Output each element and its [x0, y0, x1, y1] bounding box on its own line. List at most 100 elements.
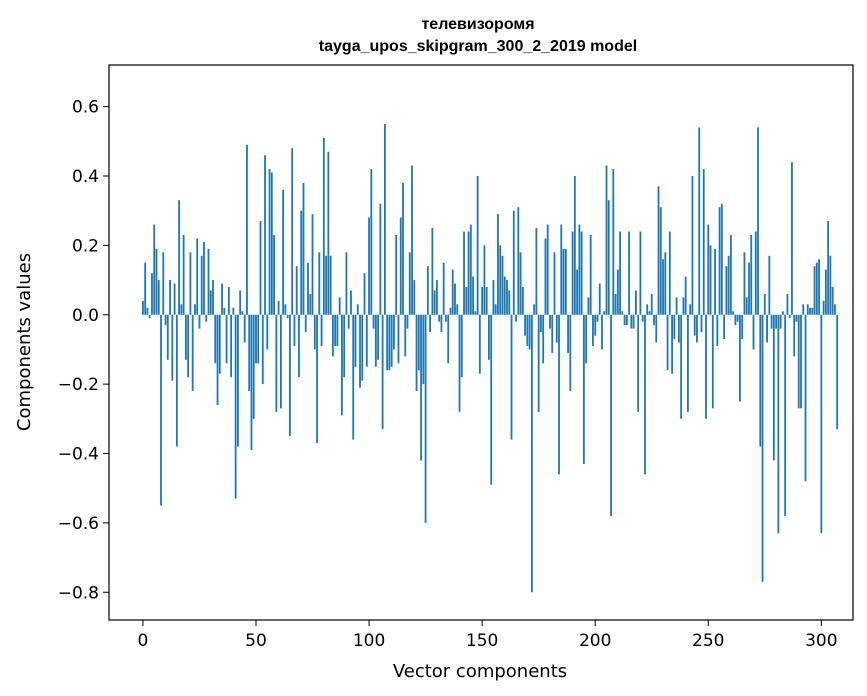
- bar: [526, 314, 529, 346]
- bar: [664, 252, 667, 315]
- bar: [551, 314, 554, 353]
- bar: [200, 255, 203, 315]
- bar: [775, 314, 778, 329]
- bar: [313, 314, 316, 350]
- bar: [596, 314, 599, 322]
- bar: [632, 314, 635, 329]
- bar: [802, 304, 805, 315]
- bar: [779, 314, 782, 329]
- bar: [250, 314, 253, 451]
- bar: [164, 314, 167, 326]
- bar: [436, 280, 438, 315]
- bar: [478, 314, 481, 374]
- bar: [770, 314, 773, 329]
- bar: [476, 176, 479, 315]
- bar: [252, 314, 255, 419]
- y-axis-label: Components values: [14, 253, 35, 431]
- bar: [705, 314, 707, 419]
- bar: [519, 252, 522, 315]
- bar: [336, 314, 339, 346]
- bar: [343, 314, 346, 378]
- bar: [571, 231, 574, 315]
- bar: [569, 314, 572, 392]
- bar: [259, 221, 262, 315]
- bar: [304, 314, 307, 333]
- bar: [648, 311, 651, 315]
- bar: [397, 314, 400, 364]
- bar: [408, 252, 411, 315]
- bar: [700, 314, 703, 333]
- bar: [325, 255, 327, 315]
- bar: [187, 314, 190, 378]
- bar: [417, 314, 420, 371]
- bar: [687, 314, 689, 412]
- bar: [173, 283, 176, 315]
- bar: [438, 314, 441, 322]
- bar: [404, 314, 407, 357]
- bar: [549, 314, 551, 329]
- bar: [607, 200, 610, 315]
- bar: [727, 255, 730, 315]
- bar: [144, 262, 147, 315]
- bar: [488, 314, 490, 360]
- bar: [293, 314, 296, 346]
- bar: [255, 314, 257, 364]
- bar: [318, 252, 321, 315]
- bar: [327, 151, 330, 315]
- bar: [752, 314, 755, 350]
- bar: [576, 269, 579, 315]
- bar: [316, 314, 318, 444]
- bar: [813, 266, 816, 315]
- bar: [298, 314, 300, 378]
- bar: [196, 238, 199, 315]
- bar: [420, 314, 422, 461]
- bar: [824, 269, 827, 315]
- bar: [338, 297, 341, 315]
- bar: [797, 314, 800, 409]
- x-tick-label: 250: [692, 631, 724, 651]
- bar: [175, 314, 178, 447]
- bar: [282, 189, 285, 315]
- bar: [671, 314, 673, 374]
- bar: [512, 210, 515, 315]
- bar: [562, 248, 565, 315]
- bar: [772, 314, 775, 461]
- bar: [603, 311, 606, 315]
- bar: [257, 314, 260, 364]
- bar: [630, 314, 633, 329]
- bar: [481, 287, 484, 315]
- x-tick-label: 150: [466, 631, 498, 651]
- bar: [757, 127, 759, 315]
- bar: [499, 245, 502, 315]
- bar: [216, 314, 219, 405]
- bar: [440, 314, 443, 333]
- x-axis-label: Vector components: [393, 661, 567, 682]
- bar: [279, 314, 282, 409]
- bar: [560, 224, 563, 315]
- bar: [553, 252, 556, 315]
- bar: [331, 314, 334, 357]
- bar: [422, 314, 425, 385]
- bar: [616, 269, 619, 315]
- bar: [709, 245, 712, 315]
- bar: [793, 314, 796, 357]
- bar: [598, 283, 601, 315]
- bar: [786, 293, 789, 315]
- bar: [739, 314, 741, 402]
- bar: [485, 287, 488, 315]
- bar: [171, 314, 174, 381]
- bar: [402, 182, 404, 315]
- bar: [589, 234, 592, 315]
- bar: [677, 314, 680, 343]
- bar: [734, 314, 737, 326]
- bar: [218, 314, 221, 374]
- bar: [662, 259, 664, 315]
- bar: [320, 314, 323, 346]
- bar: [510, 314, 513, 440]
- bar: [503, 276, 506, 315]
- bar: [788, 314, 791, 319]
- bar: [723, 314, 726, 340]
- bar: [463, 231, 465, 315]
- bar: [447, 314, 450, 364]
- bar: [497, 214, 499, 315]
